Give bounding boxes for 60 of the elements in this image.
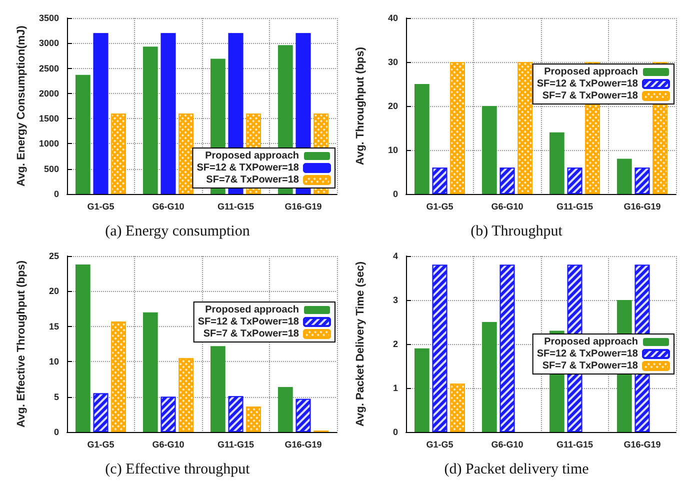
x-tick-label: G16-G19 xyxy=(284,202,322,212)
x-tick-label: G16-G19 xyxy=(284,440,322,450)
y-tick-label: 40 xyxy=(388,13,398,23)
legend-label: Proposed approach xyxy=(544,336,638,348)
y-tick-label: 3000 xyxy=(38,38,59,48)
text: (d) Packet delivery time xyxy=(444,462,590,478)
x-tick-label: G11-G15 xyxy=(556,202,594,212)
legend-label: Proposed approach xyxy=(205,150,299,162)
x-tick-label: G1-G5 xyxy=(426,440,454,450)
y-tick-label: 25 xyxy=(48,251,59,261)
y-tick-label: 2 xyxy=(392,339,398,349)
y-axis-title: Avg. Throughput (bps) xyxy=(354,46,366,166)
x-tick-label: G11-G15 xyxy=(217,202,254,212)
y-tick-label: 1000 xyxy=(38,138,59,149)
y-tick-label: 2500 xyxy=(38,63,59,74)
x-tick-label: G16-G19 xyxy=(624,440,661,450)
x-tick-label: G6-G10 xyxy=(491,440,524,450)
y-tick-label: 10 xyxy=(388,145,398,155)
x-tick-label: G1-G5 xyxy=(426,202,454,212)
legend-label: SF=7 & TxPower=18 xyxy=(542,90,638,102)
y-tick-label: 4 xyxy=(392,251,398,261)
y-tick-label: 2000 xyxy=(38,88,59,98)
x-tick-label: G11-G15 xyxy=(556,440,594,450)
y-tick-label: 500 xyxy=(44,164,59,174)
legend-label: SF=7& TxPower=18 xyxy=(206,174,300,186)
y-tick-label: 0 xyxy=(392,189,398,199)
y-tick-label: 3 xyxy=(392,295,398,305)
text: (c) Effective throughput xyxy=(105,462,251,478)
y-tick-label: 0 xyxy=(54,189,59,199)
legend-label: SF=12 & TXPower=18 xyxy=(196,162,300,174)
x-tick-label: G1-G5 xyxy=(87,440,114,450)
text: (b) Throughput xyxy=(470,224,564,240)
legend-label: SF=12 & TxPower=18 xyxy=(536,78,638,90)
legend-label: Proposed approach xyxy=(205,304,299,316)
x-tick-label: G11-G15 xyxy=(217,440,254,450)
legend-label: Proposed approach xyxy=(544,66,638,78)
legend-label: SF=12 & TxPower=18 xyxy=(198,316,300,328)
y-tick-label: 5 xyxy=(54,392,59,402)
y-tick-label: 1 xyxy=(392,383,398,393)
y-tick-label: 3500 xyxy=(38,13,59,23)
text: (a) Energy consumption xyxy=(105,224,250,240)
y-tick-label: 15 xyxy=(48,321,59,332)
y-tick-label: 0 xyxy=(392,427,398,437)
y-tick-label: 1500 xyxy=(38,114,59,124)
y-tick-label: 10 xyxy=(48,356,59,367)
y-tick-label: 30 xyxy=(388,57,398,67)
x-tick-label: G1-G5 xyxy=(87,202,114,212)
y-axis-title: Avg. Energy Consumption(mJ) xyxy=(16,25,28,186)
y-tick-label: 0 xyxy=(54,427,59,437)
legend-label: SF=7 & TxPower=18 xyxy=(542,360,638,372)
y-tick-label: 20 xyxy=(388,101,398,111)
y-tick-label: 20 xyxy=(48,286,59,296)
y-axis-title: Avg. Effective Throughput (bps) xyxy=(16,260,28,428)
x-tick-label: G16-G19 xyxy=(624,202,661,212)
y-axis-title: Avg. Packet Delivery Time (sec) xyxy=(354,261,366,427)
x-tick-label: G6-G10 xyxy=(152,202,184,212)
x-tick-label: G6-G10 xyxy=(491,202,524,212)
legend-label: SF=12 & TxPower=18 xyxy=(536,348,638,360)
x-tick-label: G6-G10 xyxy=(152,440,184,450)
legend-label: SF=7 & TxPower=18 xyxy=(203,328,300,340)
